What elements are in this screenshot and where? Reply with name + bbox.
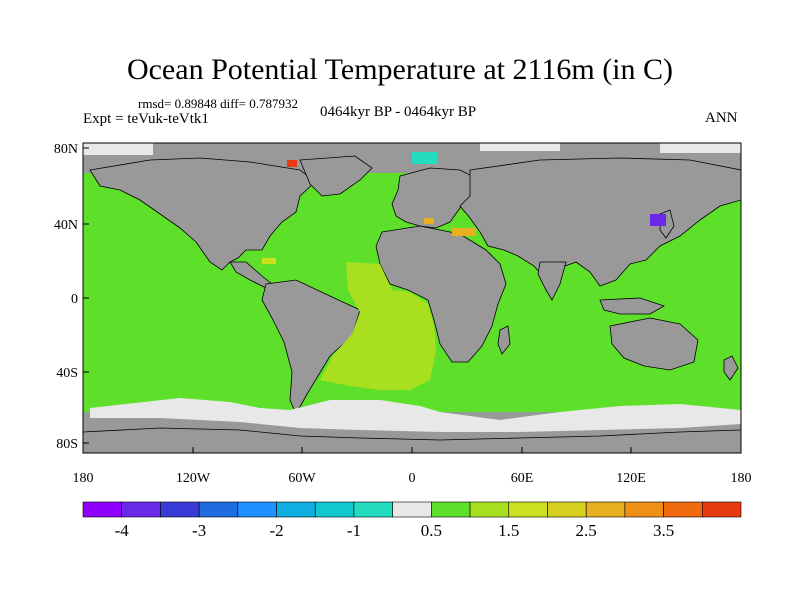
period-label: 0464kyr BP - 0464kyr BP bbox=[320, 104, 477, 120]
land-south-america bbox=[261, 279, 361, 415]
colorbar-swatch bbox=[585, 501, 626, 518]
colorbar-swatch bbox=[160, 501, 200, 518]
colorbar-swatch bbox=[82, 501, 123, 518]
colorbar-label: 3.5 bbox=[653, 521, 674, 540]
land-europe bbox=[391, 167, 481, 229]
colorbar-label: -1 bbox=[347, 521, 361, 540]
land-greenland bbox=[299, 155, 373, 197]
colorbar-swatch bbox=[353, 501, 393, 518]
colorbar-label: -4 bbox=[115, 521, 130, 540]
colorbar-swatch bbox=[508, 501, 548, 518]
colorbar-swatch bbox=[547, 501, 587, 518]
cyan-patch bbox=[412, 152, 438, 164]
arctic-ice-right bbox=[660, 143, 741, 153]
lat-tick-label: 80N bbox=[54, 142, 78, 157]
colorbar: -4 -3 -2 -1 0.5 1.5 2.5 3.5 bbox=[82, 501, 742, 540]
colorbar-swatch bbox=[469, 501, 510, 518]
south-atlantic-region bbox=[320, 262, 436, 390]
colorbar-label: 1.5 bbox=[498, 521, 519, 540]
colorbar-swatch bbox=[663, 501, 703, 518]
colorbar-swatch bbox=[314, 501, 355, 518]
lat-tick-label: 0 bbox=[71, 292, 78, 307]
land-africa bbox=[375, 225, 507, 363]
lon-tick-label: 120E bbox=[616, 471, 646, 486]
colorbar-label: -2 bbox=[269, 521, 283, 540]
lon-tick-label: 60W bbox=[288, 471, 316, 486]
map-title: Ocean Potential Temperature at 2116m (in… bbox=[126, 53, 674, 86]
colorbar-swatch bbox=[701, 501, 742, 518]
lon-tick-label: 180 bbox=[731, 471, 752, 486]
season-label: ANN bbox=[705, 110, 738, 126]
land-india bbox=[537, 261, 567, 301]
colorbar-label: 0.5 bbox=[421, 521, 442, 540]
colorbar-label: 2.5 bbox=[576, 521, 597, 540]
experiment-label: Expt = teVuk-teVtk1 bbox=[83, 111, 209, 127]
lon-tick-label: 0 bbox=[409, 471, 416, 486]
land-madagascar bbox=[497, 325, 511, 355]
colorbar-swatch bbox=[198, 501, 239, 518]
colorbar-swatch bbox=[431, 501, 471, 518]
land-north-america bbox=[89, 157, 316, 271]
colorbar-swatch bbox=[121, 501, 161, 518]
lon-tick-label: 120W bbox=[176, 471, 211, 486]
orange-patch-2 bbox=[424, 218, 434, 224]
stats-text: rmsd= 0.89848 diff= 0.787932 bbox=[138, 96, 298, 111]
colorbar-swatch bbox=[237, 501, 277, 518]
lat-tick-label: 80S bbox=[56, 437, 78, 452]
colorbar-label: -3 bbox=[192, 521, 206, 540]
arctic-ice-left bbox=[83, 143, 153, 155]
red-patch bbox=[287, 160, 297, 167]
colorbar-swatch bbox=[624, 501, 664, 518]
land-indonesia bbox=[599, 297, 665, 315]
antarctica-coast bbox=[82, 427, 742, 441]
lat-tick-label: 40S bbox=[56, 366, 78, 381]
arctic-ice-mid bbox=[480, 143, 560, 151]
orange-patch-1 bbox=[452, 228, 476, 236]
lat-tick-label: 40N bbox=[54, 218, 78, 233]
colorbar-swatch bbox=[392, 501, 432, 518]
purple-patch bbox=[650, 214, 666, 226]
antarctic-ice bbox=[90, 398, 741, 432]
axis-ticks: 80N 40N 0 40S 80S 180 120W 60W 0 60E 120E 180 bbox=[54, 142, 752, 486]
lon-tick-label: 180 bbox=[73, 471, 94, 486]
land-new-zealand bbox=[723, 355, 739, 381]
land-australia bbox=[609, 317, 699, 371]
lon-tick-label: 60E bbox=[511, 471, 534, 486]
yellow-patch-pacific bbox=[262, 258, 276, 264]
colorbar-swatch bbox=[276, 501, 316, 518]
